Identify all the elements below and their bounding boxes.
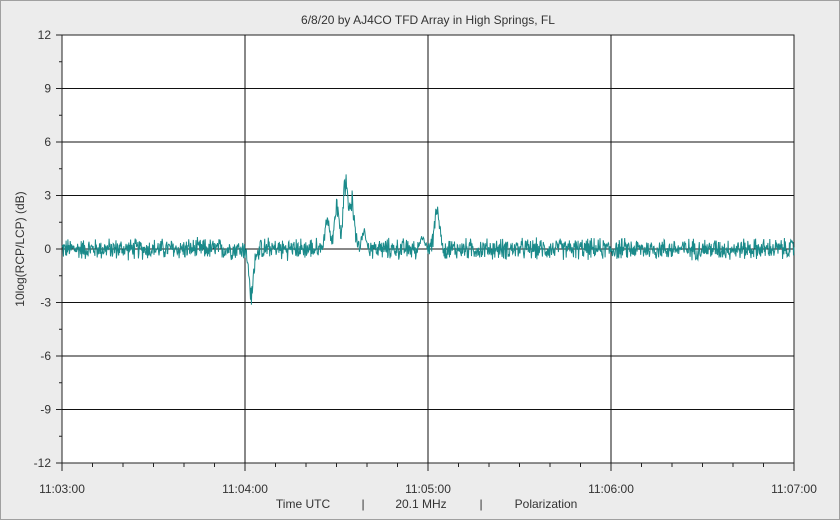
y-tick-label: -3	[40, 296, 51, 310]
y-tick-label: -12	[34, 456, 52, 470]
x-axis-title-part: 20.1 MHz	[395, 497, 446, 511]
series-layer	[61, 174, 795, 305]
y-tick-label: 6	[44, 135, 51, 149]
x-axis-title-part: Polarization	[515, 497, 578, 511]
y-axis-title: 10log(RCP/LCP) (dB)	[13, 191, 27, 306]
x-axis-title: Time UTC | 20.1 MHz | Polarization	[276, 497, 577, 511]
x-tick-label: 11:03:00	[39, 482, 85, 496]
y-tick-label: 12	[38, 28, 52, 42]
y-tick-label: -6	[40, 349, 51, 363]
y-tick-label: 9	[44, 82, 51, 96]
series-line	[61, 174, 795, 305]
y-tick-label: 3	[44, 189, 51, 203]
labels: 12 9 6 3 0 -3 -6 -9 -12 11:03:00 11:04:00 11:05:00 1…	[34, 28, 818, 496]
x-axis-title-separator: |	[479, 497, 482, 511]
x-tick-label: 11:04:00	[222, 482, 268, 496]
x-axis-title-separator: |	[361, 497, 364, 511]
y-tick-label: -9	[40, 403, 51, 417]
chart-title: 6/8/20 by AJ4CO TFD Array in High Spring…	[301, 13, 555, 27]
x-tick-label: 11:07:00	[771, 482, 817, 496]
x-tick-label: 11:06:00	[588, 482, 634, 496]
x-tick-label: 11:05:00	[405, 482, 451, 496]
y-tick-label: 0	[44, 242, 51, 256]
axis-ticks	[56, 34, 795, 471]
x-axis-title-part: Time UTC	[276, 497, 331, 511]
